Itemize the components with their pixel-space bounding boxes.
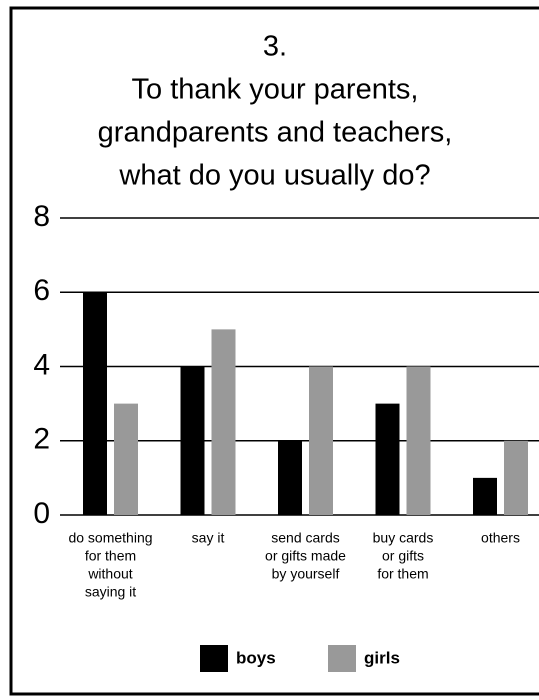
chart-title: To thank your parents, (132, 74, 419, 106)
bar (211, 329, 236, 515)
bar (180, 366, 205, 515)
y-tick-label: 0 (33, 497, 50, 530)
x-tick-label: say it (192, 530, 225, 546)
legend-label: girls (364, 648, 400, 667)
x-tick-label: do something (68, 530, 152, 546)
bar (83, 292, 107, 515)
legend-swatch (328, 645, 356, 672)
chart-title: 3. (263, 31, 287, 63)
legend-swatch (200, 645, 228, 672)
x-tick-label: buy cards (373, 530, 434, 546)
frame (9, 6, 539, 696)
bar (278, 440, 302, 515)
y-tick-label: 6 (33, 274, 50, 307)
x-tick-label: by yourself (272, 566, 340, 582)
bar (406, 366, 431, 515)
x-tick-label: for them (377, 566, 428, 582)
bar (473, 477, 497, 515)
chart-title: what do you usually do? (118, 160, 430, 192)
x-tick-label: send cards (271, 530, 339, 546)
x-tick-label: or gifts made (265, 548, 346, 564)
x-tick-label: others (481, 530, 520, 546)
y-tick-label: 8 (33, 200, 50, 233)
bar (114, 403, 138, 515)
x-tick-label: saying it (85, 584, 136, 600)
x-tick-label: or gifts (382, 548, 424, 564)
y-tick-label: 4 (33, 348, 50, 381)
chart-title: grandparents and teachers, (98, 117, 453, 149)
x-tick-label: without (87, 566, 132, 582)
x-tick-label: for them (85, 548, 136, 564)
legend-label: boys (236, 648, 276, 667)
bar (309, 366, 333, 515)
bar (375, 403, 400, 515)
bar (504, 440, 528, 515)
y-tick-label: 2 (33, 423, 50, 456)
